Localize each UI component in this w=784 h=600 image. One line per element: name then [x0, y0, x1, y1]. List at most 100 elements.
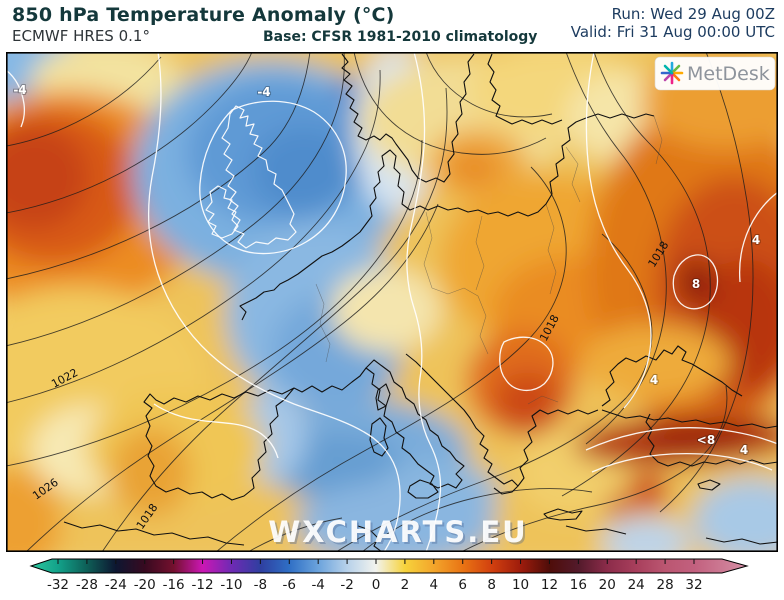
anomaly-contours-shape [585, 427, 778, 451]
turkey-south-coast [645, 413, 778, 467]
anomaly-color-field-shape [678, 258, 714, 306]
country-borders-shape [477, 295, 489, 355]
scale-tick-label: 0 [372, 577, 381, 593]
metdesk-logo: MetDesk [654, 56, 776, 91]
scale-tick-label: -24 [105, 577, 127, 593]
isobar-contours-shape [353, 52, 547, 155]
logo-background [654, 56, 776, 91]
anomaly-color-field-shape [6, 125, 89, 229]
country-borders [315, 115, 663, 405]
anomaly-color-field-shape [693, 478, 778, 552]
anomaly-contours-shape [6, 69, 26, 128]
anomaly-color-field-shape [337, 77, 363, 103]
scale-tick-label: -20 [134, 577, 156, 593]
iberia-coast [143, 387, 295, 501]
scale-tick-label: -4 [311, 577, 324, 593]
color-scale-bar [29, 558, 749, 574]
anomaly-contour-label: 8 [692, 277, 700, 291]
scale-tick-label: 20 [599, 577, 616, 593]
isobar-contours-shape [6, 52, 253, 214]
country-borders-shape [475, 215, 485, 291]
anomaly-color-field-shape [606, 495, 630, 519]
isobar-contours-shape [561, 52, 711, 497]
anomaly-color-field-shape [252, 126, 356, 214]
ireland-coast [205, 185, 239, 239]
scale-tick-label: -8 [254, 577, 267, 593]
north-africa-coast [63, 521, 245, 546]
model-label: ECMWF HRES 0.1° [12, 27, 150, 45]
country-borders-shape [653, 115, 663, 165]
color-scale-canvas: -32 -28 -24 -20 -16 -12 -10 -8 -6 -4 -2 0 2 4 6 8 10 12 16… [29, 558, 749, 593]
tunisia-coast [357, 525, 383, 552]
scale-tick-label: 8 [487, 577, 496, 593]
anomaly-contours-shape [153, 403, 279, 459]
color-scale-labels: -32 -28 -24 -20 -16 -12 -10 -8 -6 -4 -2 0 2 4 6 8 10 12 16… [47, 577, 703, 593]
country-borders-shape [565, 146, 581, 203]
scale-tick-label: -12 [192, 577, 214, 593]
watermark-shadow: WXCHARTS.EU [270, 517, 529, 551]
anomaly-color-field-shape [111, 427, 191, 517]
scale-tick-label: 16 [570, 577, 587, 593]
isobar-contours-shape [6, 69, 381, 404]
anomaly-contours-shape [672, 254, 719, 310]
scale-tick-label: 2 [401, 577, 410, 593]
anomaly-contour-label: -4 [13, 83, 26, 97]
metdesk-starburst-icon-shape [663, 64, 674, 75]
run-time-label: Run: Wed 29 Aug 00Z [611, 5, 775, 23]
scale-tick-label: 32 [685, 577, 702, 593]
isobar-contours-shape [101, 87, 448, 552]
anomaly-contours-shape [199, 100, 347, 255]
anomaly-color-field-shape [636, 422, 760, 450]
anomaly-color-field-shape [581, 324, 731, 400]
isobar-contours-shape [6, 56, 162, 147]
anomaly-contours-shape [406, 52, 442, 552]
scale-tick-label: 6 [458, 577, 467, 593]
finland-coast [487, 53, 563, 125]
scale-tick-label: -28 [76, 577, 98, 593]
turkey-north-coast [601, 409, 778, 429]
scale-tick-label: -6 [283, 577, 296, 593]
isobar-contours-shape [6, 52, 345, 347]
scale-tick-label: 12 [541, 577, 558, 593]
anomaly-color-field-shape [601, 518, 691, 552]
isobar-contours-shape [425, 52, 553, 118]
libya-coast [565, 525, 627, 535]
anomaly-contours [6, 52, 778, 552]
isobar-contours-shape [247, 517, 343, 552]
isobar-contours-shape [215, 166, 567, 552]
scale-tick-label: 10 [512, 577, 529, 593]
anomaly-contours-shape [585, 52, 652, 409]
logo-text: MetDesk [687, 63, 770, 85]
isobar-contours-shape [25, 203, 439, 552]
scale-tick-label: 24 [628, 577, 645, 593]
scale-tick-label: 28 [656, 577, 673, 593]
isobar-contours-shape [6, 139, 423, 467]
black-sea-coast [601, 345, 743, 407]
isobar-contours-shape [335, 233, 653, 552]
anomaly-contours-shape [147, 52, 401, 552]
coastlines [63, 53, 778, 552]
italy-coast [365, 359, 465, 489]
isobar-contours-shape [460, 385, 728, 552]
anomaly-contour-label: <8 [697, 433, 715, 447]
balkan-adriatic-coast [405, 353, 519, 495]
anomaly-color-field-shape [331, 268, 441, 352]
anomaly-contour-label: 4 [752, 233, 760, 247]
map-border [6, 52, 778, 552]
isobar-contours [6, 52, 754, 552]
anomaly-color-field-shape [628, 472, 668, 512]
scale-tick-label: -32 [47, 577, 69, 593]
corsica-coast [375, 383, 391, 411]
isobar-contours-shape [361, 488, 593, 552]
metdesk-starburst-icon [660, 61, 684, 85]
country-borders-shape [527, 395, 559, 405]
great-britain-coast [221, 105, 297, 249]
scale-tick-label: -2 [340, 577, 353, 593]
scale-tick-label: 4 [430, 577, 439, 593]
aegean-coast [517, 409, 599, 487]
country-borders-shape [423, 211, 433, 289]
climatology-base-label: Base: CFSR 1981-2010 climatology [263, 29, 538, 45]
